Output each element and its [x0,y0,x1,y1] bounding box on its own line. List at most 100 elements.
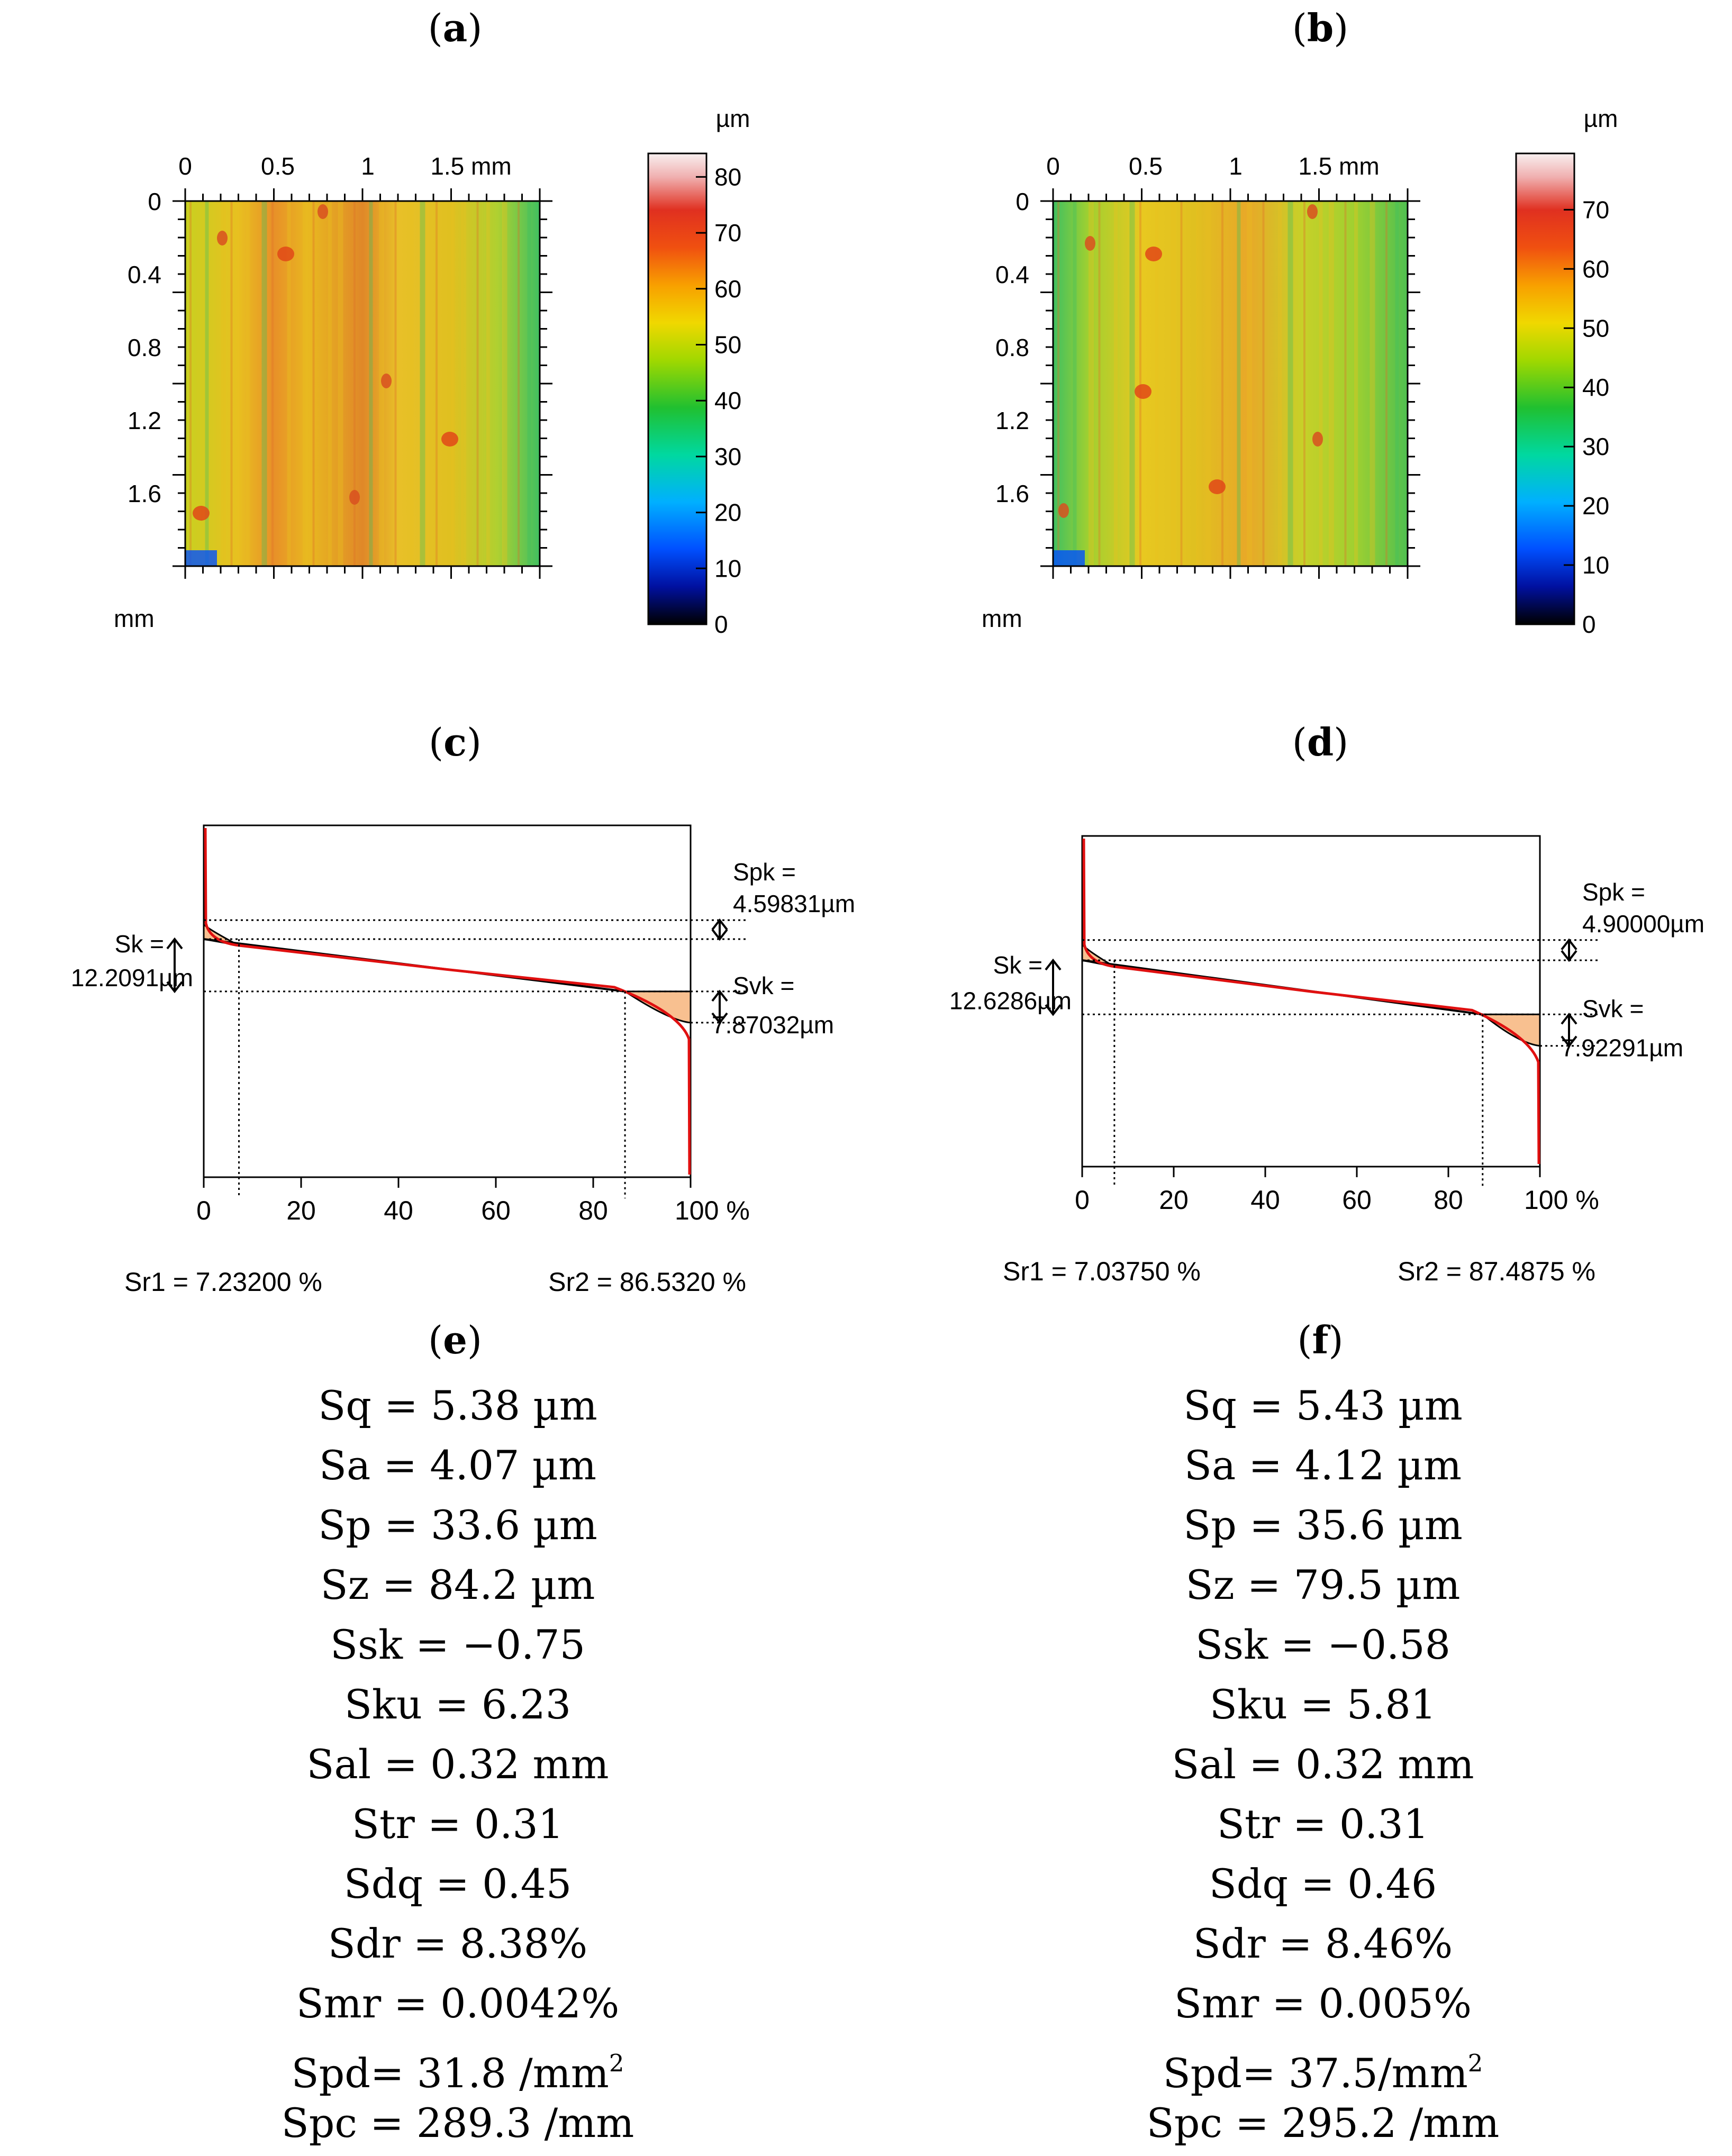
surface-defect [1312,432,1323,447]
colorbar-tick-label: 70 [1582,196,1609,223]
colorbar [1515,152,1575,625]
surface-groove [394,201,397,566]
abbott-curve [204,827,691,1175]
surface-defect [381,374,392,388]
parameter-line: Spc = 289.3 /mm [281,2099,634,2146]
parameter-list-f: Sq = 5.43 µm Sa = 4.12 µm Sp = 35.6 µm Sz =… [1005,1376,1640,2153]
colorbar-tick-label: 10 [714,554,741,582]
surface-defect [217,231,228,245]
abbott-chart-d: Spk = 4.90000µm Sk = 12.6286µm Svk = 7.92291µ… [949,835,1704,1286]
colorbar-tick-label: 80 [714,163,741,190]
x-tick-label: 0 [196,1196,211,1225]
x-tick-label: 1.5 mm [1298,152,1379,180]
parameter-line: Sku = 6.23 [344,1681,572,1728]
parameter-line: Smr = 0.0042% [296,1980,620,2027]
surface-low-region [185,550,217,566]
sr2-text: Sr2 = 86.5320 % [548,1267,746,1297]
panel-label-d: (d) [1292,720,1349,765]
spk-arrow-head-bottom [1561,950,1577,962]
surface-groove [1221,201,1223,566]
colorbar-tick-label: 50 [1582,314,1609,342]
colorbar-tick-label: 70 [714,219,741,247]
surface-groove [271,201,274,566]
sr1-text: Sr1 = 7.03750 % [1003,1257,1201,1286]
y-tick-label: 1.2 [995,407,1029,434]
parameter-line: Sz = 84.2 µm [320,1561,595,1608]
chart-frame [1081,835,1541,1168]
svk-value: 7.87032µm [712,1011,834,1039]
sk-arrow-head-bottom [1045,1004,1062,1016]
svk-value: 7.92291µm [1561,1034,1683,1062]
y-tick-label: 0.4 [995,261,1029,288]
panel-label-f: (f) [1297,1317,1344,1362]
parameter-line: Str = 0.31 [1217,1800,1429,1848]
parameter-line: Sdr = 8.46% [1193,1920,1453,1967]
surface-groove [1114,201,1118,566]
parameter-line: Smr = 0.005% [1174,1980,1472,2027]
surface-groove [451,201,455,566]
surface-groove [1370,201,1375,566]
colorbar-unit: µm [1584,105,1618,132]
y-tick-label: 0 [1015,188,1029,215]
panel-label-c: (c) [428,720,482,765]
x-tick-label: 40 [1250,1185,1280,1215]
surface-defect [1145,247,1162,261]
abbott-chart-c: Spk = 4.59831µm Sk = 12.2091µm Svk = 7.87032µ… [71,824,855,1297]
svk-arrow-head-top [1561,1013,1577,1025]
parameter-line: Sp = 33.6 µm [318,1502,597,1549]
svk-arrow-head-top [711,989,728,1002]
parameter-line: Sku = 5.81 [1209,1681,1437,1728]
parameter-line: Sal = 0.32 mm [1172,1741,1474,1788]
y-tick-label: 0.8 [128,334,161,361]
svk-label: Svk = [733,972,794,999]
surface-groove [1247,201,1252,566]
surface-groove [1180,201,1183,566]
surface-groove [1278,201,1282,566]
parameter-line: Sdr = 8.38% [328,1920,588,1967]
surface-groove [369,201,373,566]
parameter-line: Ssk = −0.58 [1195,1621,1450,1668]
sk-value: 12.6286µm [949,987,1072,1014]
spk-value: 4.90000µm [1582,910,1704,938]
spk-label: Spk = [1582,878,1645,906]
surface-groove [328,201,332,566]
spk-arrow-head-bottom [711,929,728,941]
surface-defect [193,506,210,521]
colorbar-tick-label: 50 [714,331,741,358]
y-tick-label: 1.6 [128,480,161,507]
surface-groove [1073,201,1077,566]
chart-frame [203,824,692,1178]
x-tick-label: 80 [578,1196,608,1225]
x-tick-label: 20 [1159,1185,1189,1215]
height-map-a: 0 0.5 1 1.5 mm 0 0.4 0.8 1.2 1.6 mm µm 80 70 60 50 40 30… [114,105,750,638]
parameter-line: Sa = 4.12 µm [1184,1442,1462,1489]
unit-superscript: 2 [609,2049,624,2077]
spk-value: 4.59831µm [733,890,855,917]
colorbar-tick-label: 60 [714,275,741,303]
parameter-line: Sq = 5.38 µm [318,1382,597,1429]
surface-groove [1205,201,1211,566]
x-tick-label: 1 [1229,152,1243,180]
surface-groove [1319,201,1323,566]
colorbar-tick-label: 0 [714,611,728,638]
surface-groove [246,201,250,566]
x-tick-label: 100 % [1524,1185,1599,1215]
surface-groove [205,201,209,566]
x-tick-label: 20 [286,1196,316,1225]
x-tick-label: 60 [481,1196,511,1225]
colorbar-tick-label: 30 [1582,433,1609,460]
sk-arrow-head-top [166,937,183,950]
surface-groove [1196,201,1200,566]
parameter-line: Sp = 35.6 µm [1183,1502,1463,1549]
surface-groove [1057,201,1059,566]
parameter-line: Sdq = 0.46 [1209,1860,1437,1907]
colorbar-tick-label: 40 [1582,374,1609,401]
surface-groove [1344,201,1347,566]
x-tick-label: 1 [361,152,375,180]
surface-groove [353,201,356,566]
surface-groove [1354,201,1358,566]
colorbar-tick-label: 20 [714,499,741,526]
x-tick-label: 80 [1434,1185,1463,1215]
parameter-line: Spc = 295.2 /mm [1146,2099,1500,2146]
svk-arrow-head-bottom [1561,1035,1577,1048]
